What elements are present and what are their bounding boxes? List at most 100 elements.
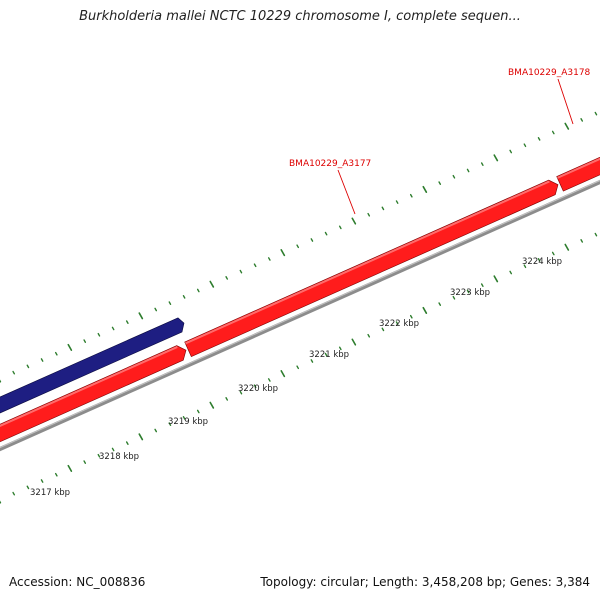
position-label-1: 3217 kbp [30,488,70,498]
lower-tick-14 [196,409,200,414]
upper-tick-17 [239,269,243,274]
lower-tick-36 [509,270,513,275]
lower-tick-22 [310,359,314,363]
reverse-cds-feature [0,317,185,414]
upper-tick-35 [493,154,499,162]
upper-tick-23 [324,231,328,236]
position-label-8: 3224 kbp [522,257,562,267]
position-label-5: 3221 kbp [309,350,349,360]
lower-tick-4 [54,472,58,477]
upper-tick-14 [196,288,200,293]
lower-tick-42 [594,232,598,237]
lower-tick-8 [111,447,115,452]
lower-tick-41 [580,239,584,243]
lower-tick-24 [338,346,342,351]
lower-tick-25 [351,338,357,346]
upper-tick-7 [97,332,101,337]
upper-tick-5 [67,343,73,351]
lower-tick-12 [168,422,172,427]
upper-tick-39 [551,130,555,135]
lower-tick-30 [422,306,428,314]
upper-tick-12 [168,301,172,306]
upper-tick-37 [523,143,527,148]
accession-label: Accession: NC_008836 [9,575,146,589]
lower-tick-37 [523,264,527,269]
upper-tick-1 [12,370,16,375]
upper-tick-22 [310,238,314,242]
lower-tick-29 [409,314,413,319]
lower-tick-1 [12,491,16,496]
lower-tick-19 [267,378,271,382]
forward-cds-feature-1-shine [0,346,178,427]
upper-tick-36 [509,149,513,154]
lower-tick-15 [209,401,215,409]
upper-tick-25 [351,217,357,225]
lower-tick-32 [452,295,456,300]
upper-tick-19 [267,257,271,261]
forward-cds-feature-1 [0,345,187,443]
upper-tick-21 [296,244,300,249]
lower-tick-35 [493,275,499,283]
upper-tick-13 [182,295,186,299]
upper-tick-20 [280,249,286,257]
map-title: Burkholderia mallei NCTC 10229 chromosom… [79,9,521,24]
lower-tick-16 [225,397,229,401]
position-label-4: 3220 kbp [238,384,278,394]
lower-tick-2 [26,485,30,490]
forward-cds-feature-a3178-shine [556,157,600,179]
upper-tick-6 [83,339,87,343]
upper-tick-11 [154,307,158,312]
upper-tick-33 [466,168,470,173]
backbone-layer [0,179,600,452]
forward-cds-feature-a3178 [556,156,600,192]
upper-tick-2 [26,364,30,369]
upper-tick-29 [409,193,413,198]
upper-tick-42 [594,111,598,116]
gene-leader-line-2 [557,78,574,125]
lower-tick-38 [537,258,541,262]
lower-tick-27 [381,327,385,332]
upper-tick-16 [225,276,229,280]
upper-tick-27 [381,206,385,211]
upper-tick-30 [422,185,428,193]
upper-tick-15 [209,280,215,288]
lower-tick-6 [83,460,87,464]
lower-tick-31 [438,302,442,306]
sequence-backbone [0,179,600,452]
forward-cds-feature-a3177-shine [184,180,550,345]
upper-tick-40 [564,122,570,130]
lower-tick-9 [125,441,129,445]
label-layer: 3217 kbp 3218 kbp 3219 kbp 3220 kbp 3221 kbp… [30,68,591,498]
upper-tick-31 [438,181,442,185]
lower-tick-17 [239,390,243,395]
upper-tick-28 [395,200,399,204]
upper-tick-24 [338,225,342,230]
backbone-highlight [0,180,600,449]
lower-tick-26 [367,333,371,338]
upper-tick-4 [54,351,58,356]
upper-tick-9 [125,320,129,324]
upper-tick-8 [111,326,115,331]
lower-tick-39 [551,251,555,256]
upper-tick-26 [367,212,371,217]
position-label-6: 3222 kbp [379,319,419,329]
lower-tick-34 [480,283,484,287]
upper-tick-38 [537,137,541,141]
position-label-3: 3219 kbp [168,417,208,427]
feature-layer [0,156,600,443]
lower-tick-40 [564,243,570,251]
upper-tick-34 [480,162,484,166]
sequence-summary: Topology: circular; Length: 3,458,208 bp… [260,575,590,589]
lower-tick-3 [40,479,44,483]
upper-tick-10 [138,312,144,320]
lower-tick-33 [466,289,470,294]
position-label-2: 3218 kbp [99,452,139,462]
lower-tick-23 [324,352,328,357]
lower-tick-11 [154,428,158,433]
gene-leader-line-1 [337,169,356,215]
position-label-7: 3223 kbp [450,288,490,298]
lower-tick-10 [138,433,144,441]
tick-layer [0,111,598,504]
lower-tick-5 [67,464,73,472]
